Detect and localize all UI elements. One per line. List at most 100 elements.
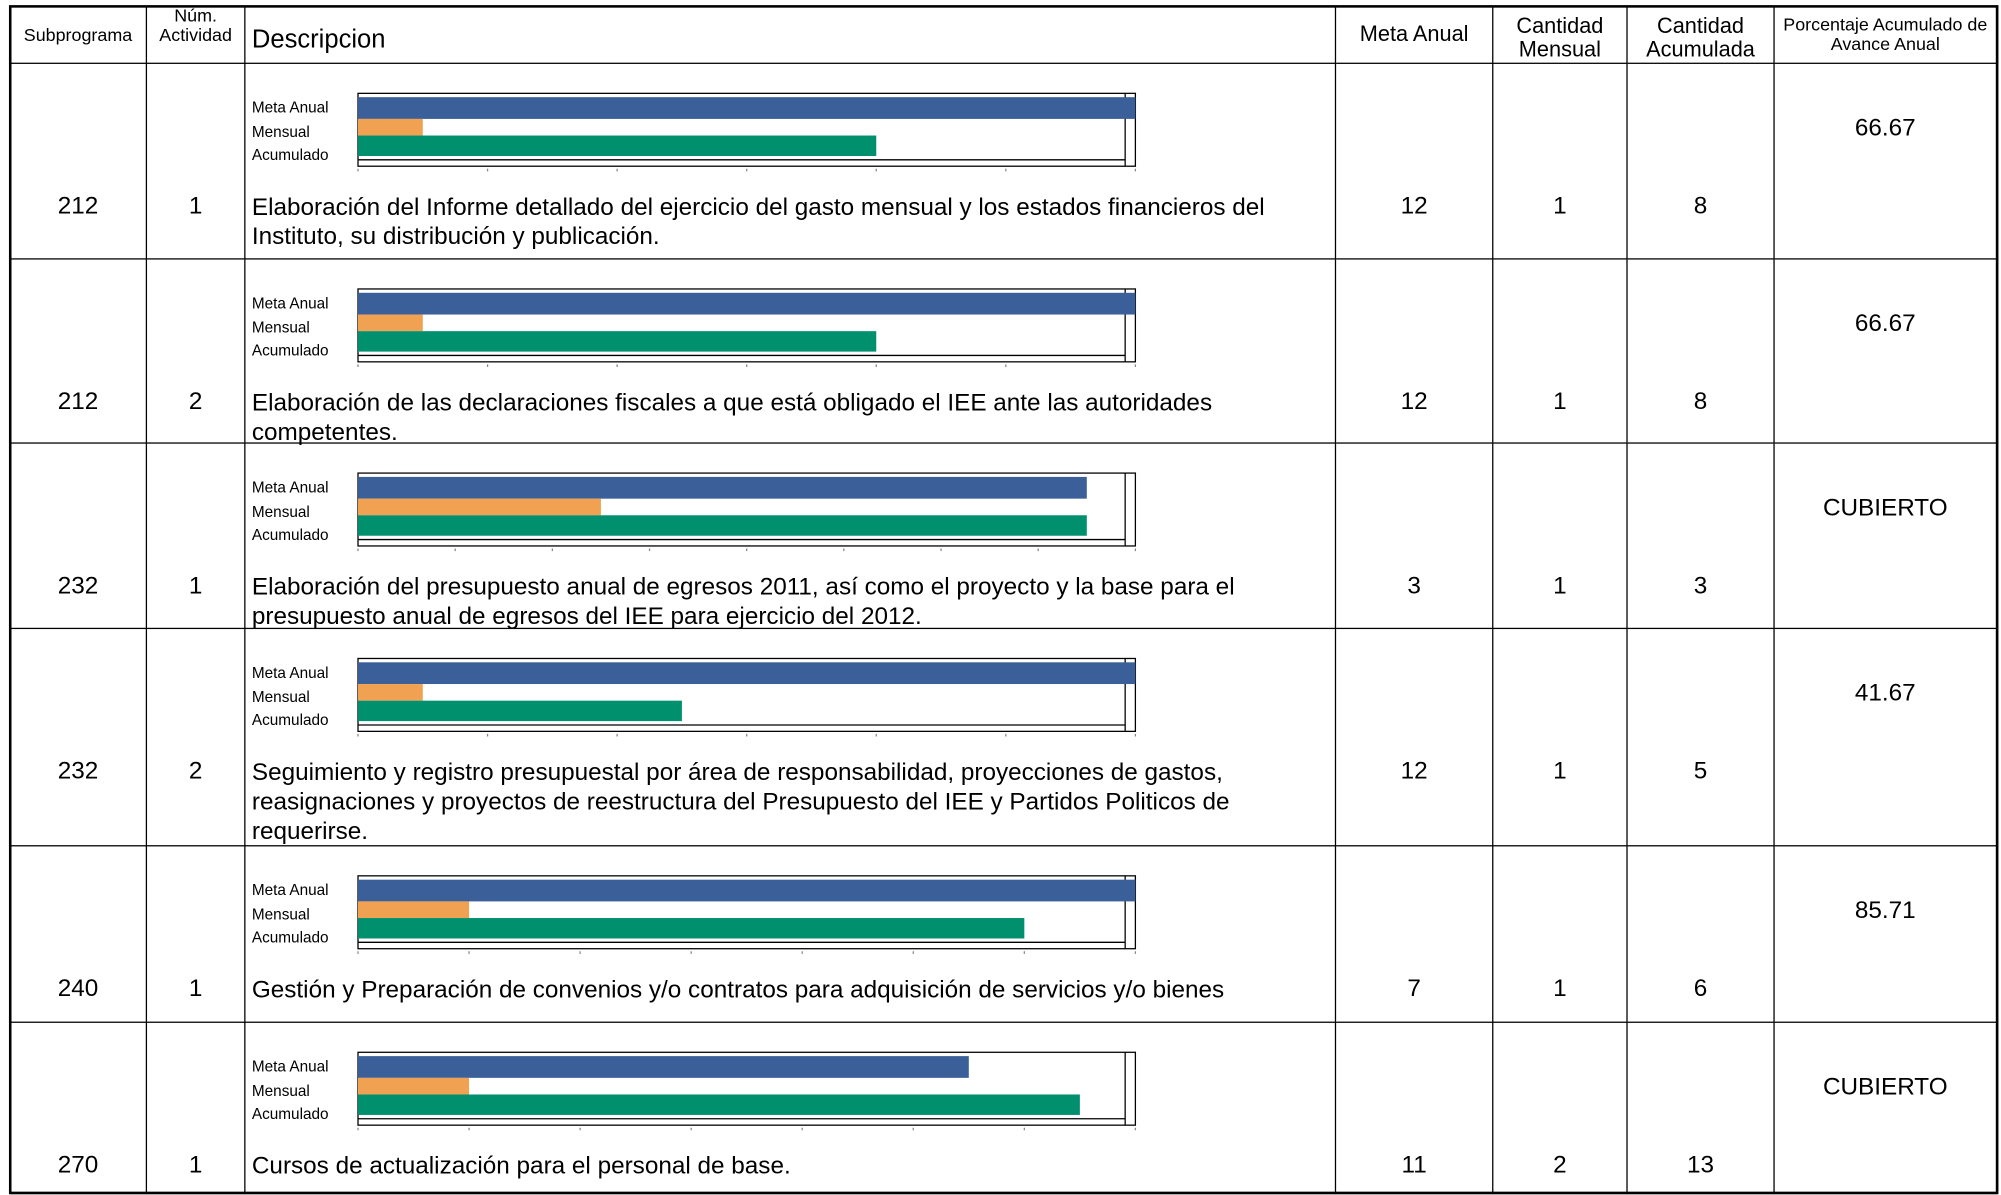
acumulada-cell: 13 xyxy=(1627,1022,1775,1195)
header-cell: Descripcion xyxy=(245,6,1337,64)
percent: 66.67 xyxy=(1854,115,1916,142)
porcentaje-cell: CUBIERTO xyxy=(1774,443,1998,630)
header-cell: Meta Anual xyxy=(1336,6,1494,64)
mini-chart: Meta Anual Mensual Acumulado xyxy=(252,288,1137,367)
mini-chart: Meta Anual Mensual Acumulado xyxy=(252,1051,1137,1131)
actividad: 1 xyxy=(188,572,203,600)
bar xyxy=(358,1056,969,1078)
descripcion-cell: Meta Anual Mensual Acumulado Elaboración de… xyxy=(245,443,1337,631)
bar-label: Acumulado xyxy=(252,930,329,947)
acumulada-cell: 8 xyxy=(1627,259,1775,444)
mini-chart: Meta Anual Mensual Acumulado xyxy=(252,92,1137,172)
porcentaje-cell: CUBIERTO xyxy=(1774,1022,1998,1195)
mini-chart: Meta Anual Mensual Acumulado xyxy=(252,875,1137,954)
bar-label: Acumulado xyxy=(252,343,329,360)
mini-chart: Meta Anual Mensual Acumulado xyxy=(252,472,1137,552)
bar xyxy=(358,135,877,156)
bar-label: Mensual xyxy=(252,689,310,706)
bar xyxy=(358,700,682,722)
mensual: 2 xyxy=(1553,1152,1567,1179)
meta: 3 xyxy=(1407,572,1421,600)
mensual: 1 xyxy=(1553,975,1567,1003)
mensual-cell: 1 xyxy=(1493,443,1628,630)
bar-label: Mensual xyxy=(252,504,310,521)
actividad-cell: 1 xyxy=(147,63,246,260)
meta: 12 xyxy=(1400,758,1428,786)
bar xyxy=(358,1094,1080,1115)
subprograma: 270 xyxy=(57,1152,99,1179)
descripcion-cell: Meta Anual Mensual Acumulado Elaboración de… xyxy=(245,63,1337,260)
acumulada-cell: 3 xyxy=(1627,443,1775,630)
bar xyxy=(358,1077,470,1095)
meta-cell: 3 xyxy=(1336,443,1494,630)
actividad-cell: 2 xyxy=(147,259,246,444)
mensual: 1 xyxy=(1553,758,1567,786)
header-label: Subprograma xyxy=(23,23,133,45)
actividad-cell: 1 xyxy=(147,1022,246,1195)
actividad: 1 xyxy=(188,1152,203,1179)
acumulada: 13 xyxy=(1687,1152,1715,1179)
bar xyxy=(358,918,1025,939)
bar-label: Acumulado xyxy=(252,527,329,544)
percent: 66.67 xyxy=(1854,310,1916,338)
actividad-cell: 1 xyxy=(147,846,246,1023)
bar xyxy=(358,684,423,701)
subprograma-cell: 232 xyxy=(10,629,148,847)
bar-label: Meta Anual xyxy=(252,100,329,117)
descripcion-cell: Meta Anual Mensual Acumulado Cursos de actu… xyxy=(245,1022,1337,1195)
bar xyxy=(358,476,1087,499)
actividad: 1 xyxy=(188,975,203,1003)
description: Elaboración del presupuesto anual de egr… xyxy=(251,574,1235,631)
percent: 41.67 xyxy=(1854,680,1916,708)
descripcion-cell: Meta Anual Mensual Acumulado Elaboración de… xyxy=(245,259,1337,446)
actividad: 1 xyxy=(188,193,203,220)
bar-label: Mensual xyxy=(252,320,310,337)
acumulada: 3 xyxy=(1693,572,1708,600)
mensual-cell: 1 xyxy=(1493,63,1628,260)
bar-label: Meta Anual xyxy=(252,1059,329,1076)
actividad-cell: 1 xyxy=(147,443,246,630)
actividad: 2 xyxy=(188,758,203,786)
subprograma-cell: 240 xyxy=(10,846,148,1023)
subprograma: 212 xyxy=(57,388,99,416)
acumulada: 5 xyxy=(1693,758,1708,786)
bar-label: Acumulado xyxy=(252,712,329,729)
bar-label: Mensual xyxy=(252,1083,310,1100)
subprograma: 212 xyxy=(57,193,99,220)
percent: 85.71 xyxy=(1854,897,1916,925)
bar xyxy=(358,498,601,516)
meta-cell: 11 xyxy=(1336,1022,1494,1195)
description: Elaboración del Informe detallado del ej… xyxy=(251,194,1265,251)
meta: 7 xyxy=(1407,975,1421,1003)
bar xyxy=(358,879,1136,902)
header-cell: Núm. Actividad xyxy=(147,6,246,64)
description: Gestión y Preparación de convenios y/o c… xyxy=(251,976,1225,1004)
subprograma: 240 xyxy=(57,975,99,1003)
bar xyxy=(358,314,423,332)
bar xyxy=(358,901,470,919)
header-label: Cantidad Mensual xyxy=(1516,14,1604,62)
acumulada-cell: 6 xyxy=(1627,846,1775,1023)
table-border xyxy=(8,5,1999,1195)
description: Seguimiento y registro presupuestal por … xyxy=(251,759,1230,846)
percent: CUBIERTO xyxy=(1822,494,1948,522)
bar xyxy=(358,331,877,352)
mini-chart: Meta Anual Mensual Acumulado xyxy=(252,657,1137,737)
bar-label: Mensual xyxy=(252,907,310,924)
bar xyxy=(358,97,1136,119)
acumulada: 8 xyxy=(1693,193,1708,220)
descripcion-cell: Meta Anual Mensual Acumulado Seguimiento y … xyxy=(245,629,1337,847)
header-cell: Cantidad Mensual xyxy=(1493,6,1628,64)
subprograma-cell: 270 xyxy=(10,1022,148,1195)
meta: 12 xyxy=(1400,388,1428,416)
meta: 12 xyxy=(1400,193,1428,220)
header-label: Descripcion xyxy=(251,24,386,54)
bar-label: Acumulado xyxy=(252,1106,329,1123)
bar-label: Meta Anual xyxy=(252,479,329,496)
subprograma: 232 xyxy=(57,758,99,786)
porcentaje-cell: 85.71 xyxy=(1774,846,1998,1023)
percent: CUBIERTO xyxy=(1822,1074,1948,1101)
meta-cell: 12 xyxy=(1336,259,1494,444)
porcentaje-cell: 41.67 xyxy=(1774,629,1998,847)
description: Elaboración de las declaraciones fiscale… xyxy=(251,389,1213,447)
